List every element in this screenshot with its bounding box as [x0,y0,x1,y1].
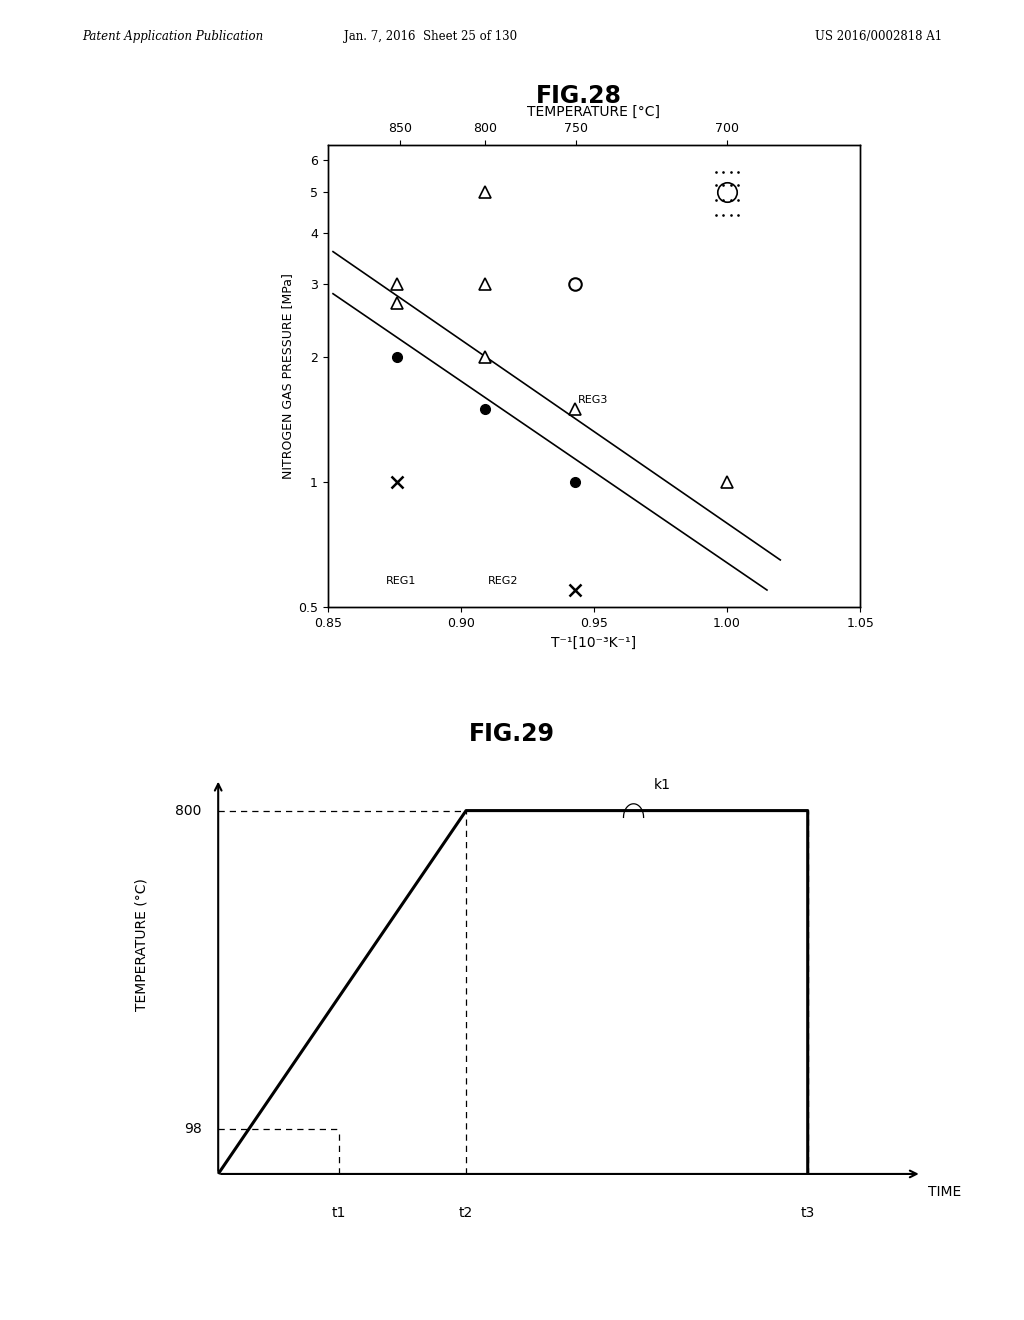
Text: TEMPERATURE (°C): TEMPERATURE (°C) [134,878,148,1011]
Y-axis label: NITROGEN GAS PRESSURE [MPa]: NITROGEN GAS PRESSURE [MPa] [281,273,294,479]
Text: Jan. 7, 2016  Sheet 25 of 130: Jan. 7, 2016 Sheet 25 of 130 [343,30,517,44]
Text: t3: t3 [801,1205,815,1220]
Text: REG1: REG1 [386,576,417,586]
Text: REG2: REG2 [487,576,518,586]
Text: t1: t1 [332,1205,346,1220]
Text: 98: 98 [183,1122,202,1137]
Text: Patent Application Publication: Patent Application Publication [82,30,263,44]
X-axis label: TEMPERATURE [°C]: TEMPERATURE [°C] [527,104,660,119]
Text: k1: k1 [653,779,671,792]
Text: TIME: TIME [929,1185,962,1199]
Text: REG3: REG3 [578,396,608,405]
X-axis label: T⁻¹[10⁻³K⁻¹]: T⁻¹[10⁻³K⁻¹] [551,635,637,649]
Text: FIG.29: FIG.29 [469,722,555,746]
Text: 800: 800 [175,804,202,817]
Text: t2: t2 [459,1205,473,1220]
Text: US 2016/0002818 A1: US 2016/0002818 A1 [815,30,942,44]
Text: FIG.28: FIG.28 [536,84,622,108]
